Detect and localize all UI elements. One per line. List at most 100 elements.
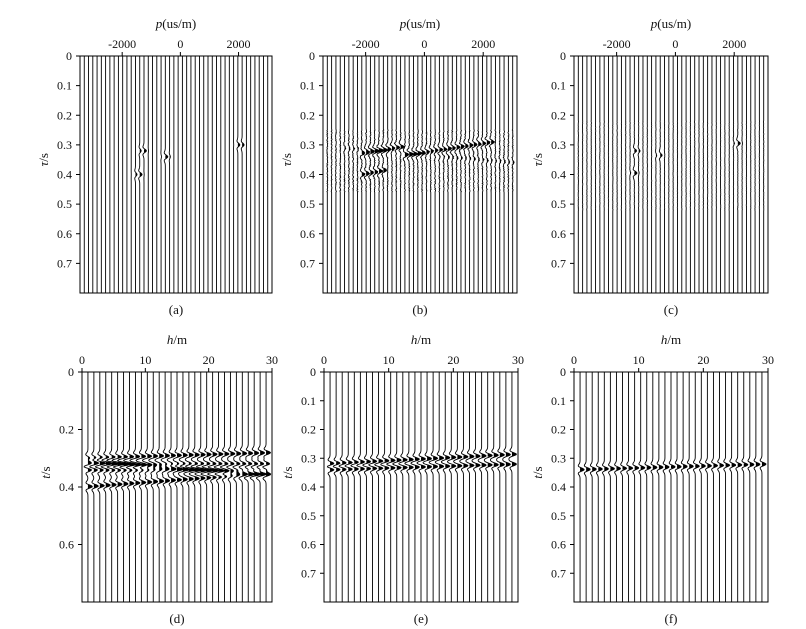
trace	[238, 372, 249, 602]
x-axis-title: h/m	[411, 332, 431, 347]
x-axis-var: h	[661, 332, 668, 347]
trace-fill	[646, 466, 651, 470]
trace	[511, 56, 515, 293]
trace-fill	[206, 462, 210, 465]
trace-fill	[733, 141, 735, 145]
trace	[419, 56, 426, 293]
trace-fill	[188, 462, 192, 465]
trace-fill	[330, 461, 334, 465]
trace-fill	[427, 465, 432, 469]
x-axis-unit: /m	[173, 332, 187, 347]
x-tick-label: 2000	[227, 37, 251, 51]
trace-fill	[366, 171, 370, 176]
trace	[759, 372, 767, 602]
trace-fill	[141, 463, 148, 467]
trace	[404, 372, 414, 602]
trace-fill	[188, 453, 194, 457]
trace-fill	[342, 461, 346, 464]
trace-fill	[171, 453, 176, 457]
trace-fill	[452, 146, 456, 150]
trace-fill	[511, 452, 517, 457]
trace	[183, 372, 198, 602]
trace	[658, 56, 663, 293]
trace-fill	[159, 479, 164, 483]
y-axis-unit: /s	[279, 153, 294, 162]
trace-fill	[242, 462, 246, 465]
trace-fill	[336, 461, 340, 465]
trace-fill	[658, 465, 663, 470]
trace	[471, 372, 481, 602]
trace-fill	[212, 462, 216, 465]
trace-fill	[182, 467, 190, 472]
x-tick-label: 0	[421, 37, 427, 51]
trace	[596, 372, 603, 602]
trace-fill	[475, 463, 481, 467]
trace-fill	[374, 149, 380, 154]
y-tick-label: 0.4	[59, 480, 74, 494]
trace	[380, 56, 389, 293]
trace-fill	[761, 462, 766, 467]
trace-fill	[206, 469, 215, 472]
trace	[172, 372, 184, 602]
trace	[477, 372, 487, 602]
y-tick-label: 0	[560, 49, 566, 63]
trace-fill	[165, 479, 170, 483]
trace-fill	[743, 463, 748, 467]
trace-fill	[391, 146, 395, 151]
trace	[422, 372, 433, 602]
trace	[498, 56, 502, 293]
trace-fill	[469, 157, 471, 160]
trace	[629, 56, 632, 293]
trace-fill	[433, 464, 438, 469]
trace-fill	[141, 469, 144, 472]
trace-fill	[236, 469, 240, 477]
trace-fill	[171, 478, 176, 482]
trace-fill	[469, 464, 475, 467]
trace-fill	[713, 464, 718, 468]
trace	[465, 372, 475, 602]
trace	[352, 56, 356, 293]
trace-fill	[194, 453, 200, 457]
trace-fill	[159, 463, 162, 471]
trace	[476, 56, 482, 293]
trace-fill	[242, 451, 247, 456]
panel-caption: (a)	[169, 302, 183, 317]
trace-fill	[171, 462, 173, 465]
trace-fill	[719, 464, 724, 467]
trace-fill	[731, 463, 736, 467]
trace-fill	[336, 468, 340, 472]
trace-fill	[408, 466, 414, 470]
y-axis-unit: /s	[530, 153, 545, 162]
trace-fill	[147, 469, 149, 472]
trace-fill	[224, 469, 229, 473]
panel-b: -2000 0 2000 0 0.1 0.2 0.3 0.4 0.5 0.6 0.7 p(us/m) τ…	[279, 16, 518, 317]
trace-fill	[487, 463, 493, 467]
y-tick-label: 0.2	[551, 423, 566, 437]
trace	[508, 372, 517, 602]
trace-fill	[396, 145, 400, 150]
trace-fill	[93, 461, 99, 465]
trace-fill	[254, 462, 258, 465]
trace-fill	[153, 463, 157, 471]
y-tick-label: 0.5	[57, 197, 72, 211]
x-axis-title: h/m	[167, 332, 187, 347]
trace-fill	[248, 462, 252, 465]
y-tick-label: 0	[309, 49, 315, 63]
trace	[344, 372, 353, 602]
trace-fill	[266, 451, 271, 455]
y-tick-label: 0.1	[57, 79, 72, 93]
x-tick-label: -2000	[603, 37, 631, 51]
trace-fill	[473, 157, 476, 161]
x-tick-label: 30	[512, 353, 524, 367]
y-tick-label: 0.1	[551, 394, 566, 408]
trace-fill	[408, 457, 414, 462]
trace-fill	[147, 454, 152, 458]
panel-caption: (c)	[664, 302, 678, 317]
trace-fill	[482, 141, 486, 145]
trace-fill	[481, 463, 486, 467]
trace-fill	[344, 146, 346, 150]
trace-fill	[105, 469, 109, 472]
trace	[200, 372, 215, 602]
trace-fill	[366, 150, 370, 155]
